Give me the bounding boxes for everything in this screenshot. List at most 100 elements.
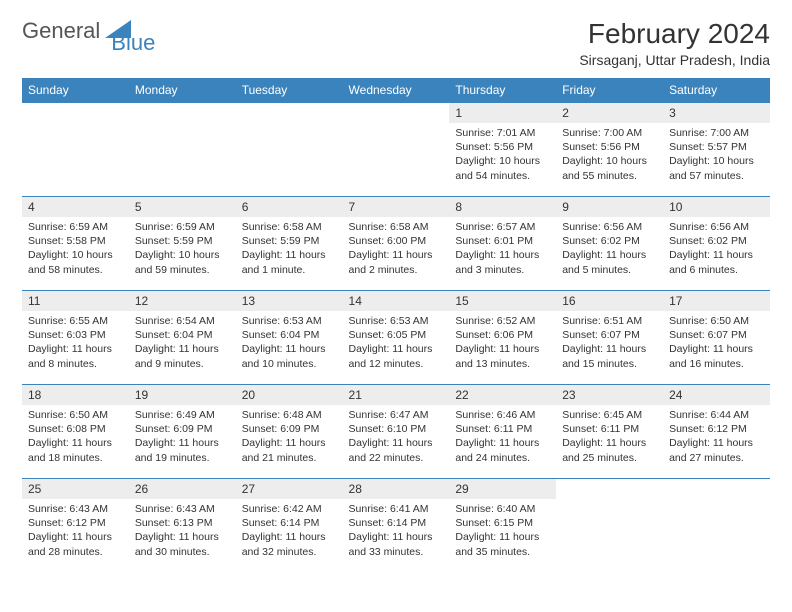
- day-header-row: SundayMondayTuesdayWednesdayThursdayFrid…: [22, 78, 770, 103]
- daylight: Daylight: 11 hours and 19 minutes.: [135, 436, 230, 464]
- day-info: Sunrise: 6:47 AMSunset: 6:10 PMDaylight:…: [343, 405, 450, 468]
- sunrise: Sunrise: 6:44 AM: [669, 408, 764, 422]
- sunrise: Sunrise: 6:48 AM: [242, 408, 337, 422]
- day-header: Monday: [129, 78, 236, 103]
- sunset: Sunset: 6:06 PM: [455, 328, 550, 342]
- sunrise: Sunrise: 6:53 AM: [242, 314, 337, 328]
- day-number: 16: [556, 291, 663, 311]
- day-info: Sunrise: 6:43 AMSunset: 6:12 PMDaylight:…: [22, 499, 129, 562]
- sunset: Sunset: 5:59 PM: [242, 234, 337, 248]
- calendar-week: 11Sunrise: 6:55 AMSunset: 6:03 PMDayligh…: [22, 291, 770, 385]
- sunrise: Sunrise: 6:58 AM: [349, 220, 444, 234]
- calendar-empty: [236, 103, 343, 197]
- calendar-empty: [556, 479, 663, 573]
- day-info: Sunrise: 6:52 AMSunset: 6:06 PMDaylight:…: [449, 311, 556, 374]
- calendar-day: 14Sunrise: 6:53 AMSunset: 6:05 PMDayligh…: [343, 291, 450, 385]
- daylight: Daylight: 11 hours and 33 minutes.: [349, 530, 444, 558]
- calendar-day: 5Sunrise: 6:59 AMSunset: 5:59 PMDaylight…: [129, 197, 236, 291]
- day-info: Sunrise: 6:56 AMSunset: 6:02 PMDaylight:…: [663, 217, 770, 280]
- sunset: Sunset: 6:01 PM: [455, 234, 550, 248]
- day-info: Sunrise: 6:45 AMSunset: 6:11 PMDaylight:…: [556, 405, 663, 468]
- sunrise: Sunrise: 7:01 AM: [455, 126, 550, 140]
- day-number: 7: [343, 197, 450, 217]
- day-info: Sunrise: 6:54 AMSunset: 6:04 PMDaylight:…: [129, 311, 236, 374]
- day-info: Sunrise: 6:58 AMSunset: 6:00 PMDaylight:…: [343, 217, 450, 280]
- calendar-day: 26Sunrise: 6:43 AMSunset: 6:13 PMDayligh…: [129, 479, 236, 573]
- sunset: Sunset: 6:02 PM: [562, 234, 657, 248]
- day-info: Sunrise: 7:00 AMSunset: 5:56 PMDaylight:…: [556, 123, 663, 186]
- calendar-day: 2Sunrise: 7:00 AMSunset: 5:56 PMDaylight…: [556, 103, 663, 197]
- calendar-empty: [22, 103, 129, 197]
- sunrise: Sunrise: 6:56 AM: [562, 220, 657, 234]
- sunset: Sunset: 6:07 PM: [562, 328, 657, 342]
- daylight: Daylight: 11 hours and 35 minutes.: [455, 530, 550, 558]
- sunset: Sunset: 6:11 PM: [455, 422, 550, 436]
- day-info: Sunrise: 6:55 AMSunset: 6:03 PMDaylight:…: [22, 311, 129, 374]
- calendar-day: 4Sunrise: 6:59 AMSunset: 5:58 PMDaylight…: [22, 197, 129, 291]
- sunset: Sunset: 6:14 PM: [349, 516, 444, 530]
- day-number: 4: [22, 197, 129, 217]
- daylight: Daylight: 10 hours and 58 minutes.: [28, 248, 123, 276]
- month-title: February 2024: [579, 18, 770, 50]
- day-number: 2: [556, 103, 663, 123]
- day-info: Sunrise: 6:57 AMSunset: 6:01 PMDaylight:…: [449, 217, 556, 280]
- sunset: Sunset: 6:07 PM: [669, 328, 764, 342]
- day-info: Sunrise: 6:49 AMSunset: 6:09 PMDaylight:…: [129, 405, 236, 468]
- day-number: 25: [22, 479, 129, 499]
- calendar-day: 27Sunrise: 6:42 AMSunset: 6:14 PMDayligh…: [236, 479, 343, 573]
- sunset: Sunset: 6:00 PM: [349, 234, 444, 248]
- day-info: Sunrise: 7:00 AMSunset: 5:57 PMDaylight:…: [663, 123, 770, 186]
- sunset: Sunset: 5:59 PM: [135, 234, 230, 248]
- daylight: Daylight: 11 hours and 21 minutes.: [242, 436, 337, 464]
- calendar-day: 28Sunrise: 6:41 AMSunset: 6:14 PMDayligh…: [343, 479, 450, 573]
- calendar-day: 22Sunrise: 6:46 AMSunset: 6:11 PMDayligh…: [449, 385, 556, 479]
- sunset: Sunset: 5:56 PM: [455, 140, 550, 154]
- day-number: 11: [22, 291, 129, 311]
- sunrise: Sunrise: 6:58 AM: [242, 220, 337, 234]
- sunset: Sunset: 6:08 PM: [28, 422, 123, 436]
- daylight: Daylight: 11 hours and 16 minutes.: [669, 342, 764, 370]
- sunrise: Sunrise: 6:40 AM: [455, 502, 550, 516]
- day-number: 8: [449, 197, 556, 217]
- day-number: 28: [343, 479, 450, 499]
- calendar-empty: [129, 103, 236, 197]
- daylight: Daylight: 11 hours and 6 minutes.: [669, 248, 764, 276]
- daylight: Daylight: 11 hours and 12 minutes.: [349, 342, 444, 370]
- sunset: Sunset: 6:14 PM: [242, 516, 337, 530]
- sunrise: Sunrise: 6:53 AM: [349, 314, 444, 328]
- calendar-day: 20 Sunrise: 6:48 AMSunset: 6:09 PMDayligh…: [236, 385, 343, 479]
- calendar-day: 23Sunrise: 6:45 AMSunset: 6:11 PMDayligh…: [556, 385, 663, 479]
- daylight: Daylight: 11 hours and 15 minutes.: [562, 342, 657, 370]
- sunrise: Sunrise: 6:42 AM: [242, 502, 337, 516]
- calendar-day: 13Sunrise: 6:53 AMSunset: 6:04 PMDayligh…: [236, 291, 343, 385]
- sunset: Sunset: 6:09 PM: [242, 422, 337, 436]
- day-info: Sunrise: 6:46 AMSunset: 6:11 PMDaylight:…: [449, 405, 556, 468]
- calendar-day: 29Sunrise: 6:40 AMSunset: 6:15 PMDayligh…: [449, 479, 556, 573]
- sunset: Sunset: 6:15 PM: [455, 516, 550, 530]
- day-number: 12: [129, 291, 236, 311]
- sunset: Sunset: 6:04 PM: [135, 328, 230, 342]
- day-info: Sunrise: 6:50 AMSunset: 6:07 PMDaylight:…: [663, 311, 770, 374]
- sunset: Sunset: 5:58 PM: [28, 234, 123, 248]
- sunset: Sunset: 6:03 PM: [28, 328, 123, 342]
- day-info: Sunrise: 7:01 AMSunset: 5:56 PMDaylight:…: [449, 123, 556, 186]
- day-number: 24: [663, 385, 770, 405]
- day-number: 9: [556, 197, 663, 217]
- day-info: Sunrise: 6:51 AMSunset: 6:07 PMDaylight:…: [556, 311, 663, 374]
- day-info: Sunrise: 6:58 AMSunset: 5:59 PMDaylight:…: [236, 217, 343, 280]
- calendar-empty: [343, 103, 450, 197]
- calendar-day: 11Sunrise: 6:55 AMSunset: 6:03 PMDayligh…: [22, 291, 129, 385]
- daylight: Daylight: 11 hours and 13 minutes.: [455, 342, 550, 370]
- day-number: 20: [236, 385, 343, 405]
- sunrise: Sunrise: 6:56 AM: [669, 220, 764, 234]
- sunset: Sunset: 5:56 PM: [562, 140, 657, 154]
- sunrise: Sunrise: 6:43 AM: [135, 502, 230, 516]
- sunrise: Sunrise: 6:55 AM: [28, 314, 123, 328]
- day-info: Sunrise: 6:44 AMSunset: 6:12 PMDaylight:…: [663, 405, 770, 468]
- sunset: Sunset: 6:02 PM: [669, 234, 764, 248]
- calendar-day: 6Sunrise: 6:58 AMSunset: 5:59 PMDaylight…: [236, 197, 343, 291]
- day-number: 27: [236, 479, 343, 499]
- calendar-day: 1Sunrise: 7:01 AMSunset: 5:56 PMDaylight…: [449, 103, 556, 197]
- calendar-week: 4Sunrise: 6:59 AMSunset: 5:58 PMDaylight…: [22, 197, 770, 291]
- day-info: Sunrise: 6:56 AMSunset: 6:02 PMDaylight:…: [556, 217, 663, 280]
